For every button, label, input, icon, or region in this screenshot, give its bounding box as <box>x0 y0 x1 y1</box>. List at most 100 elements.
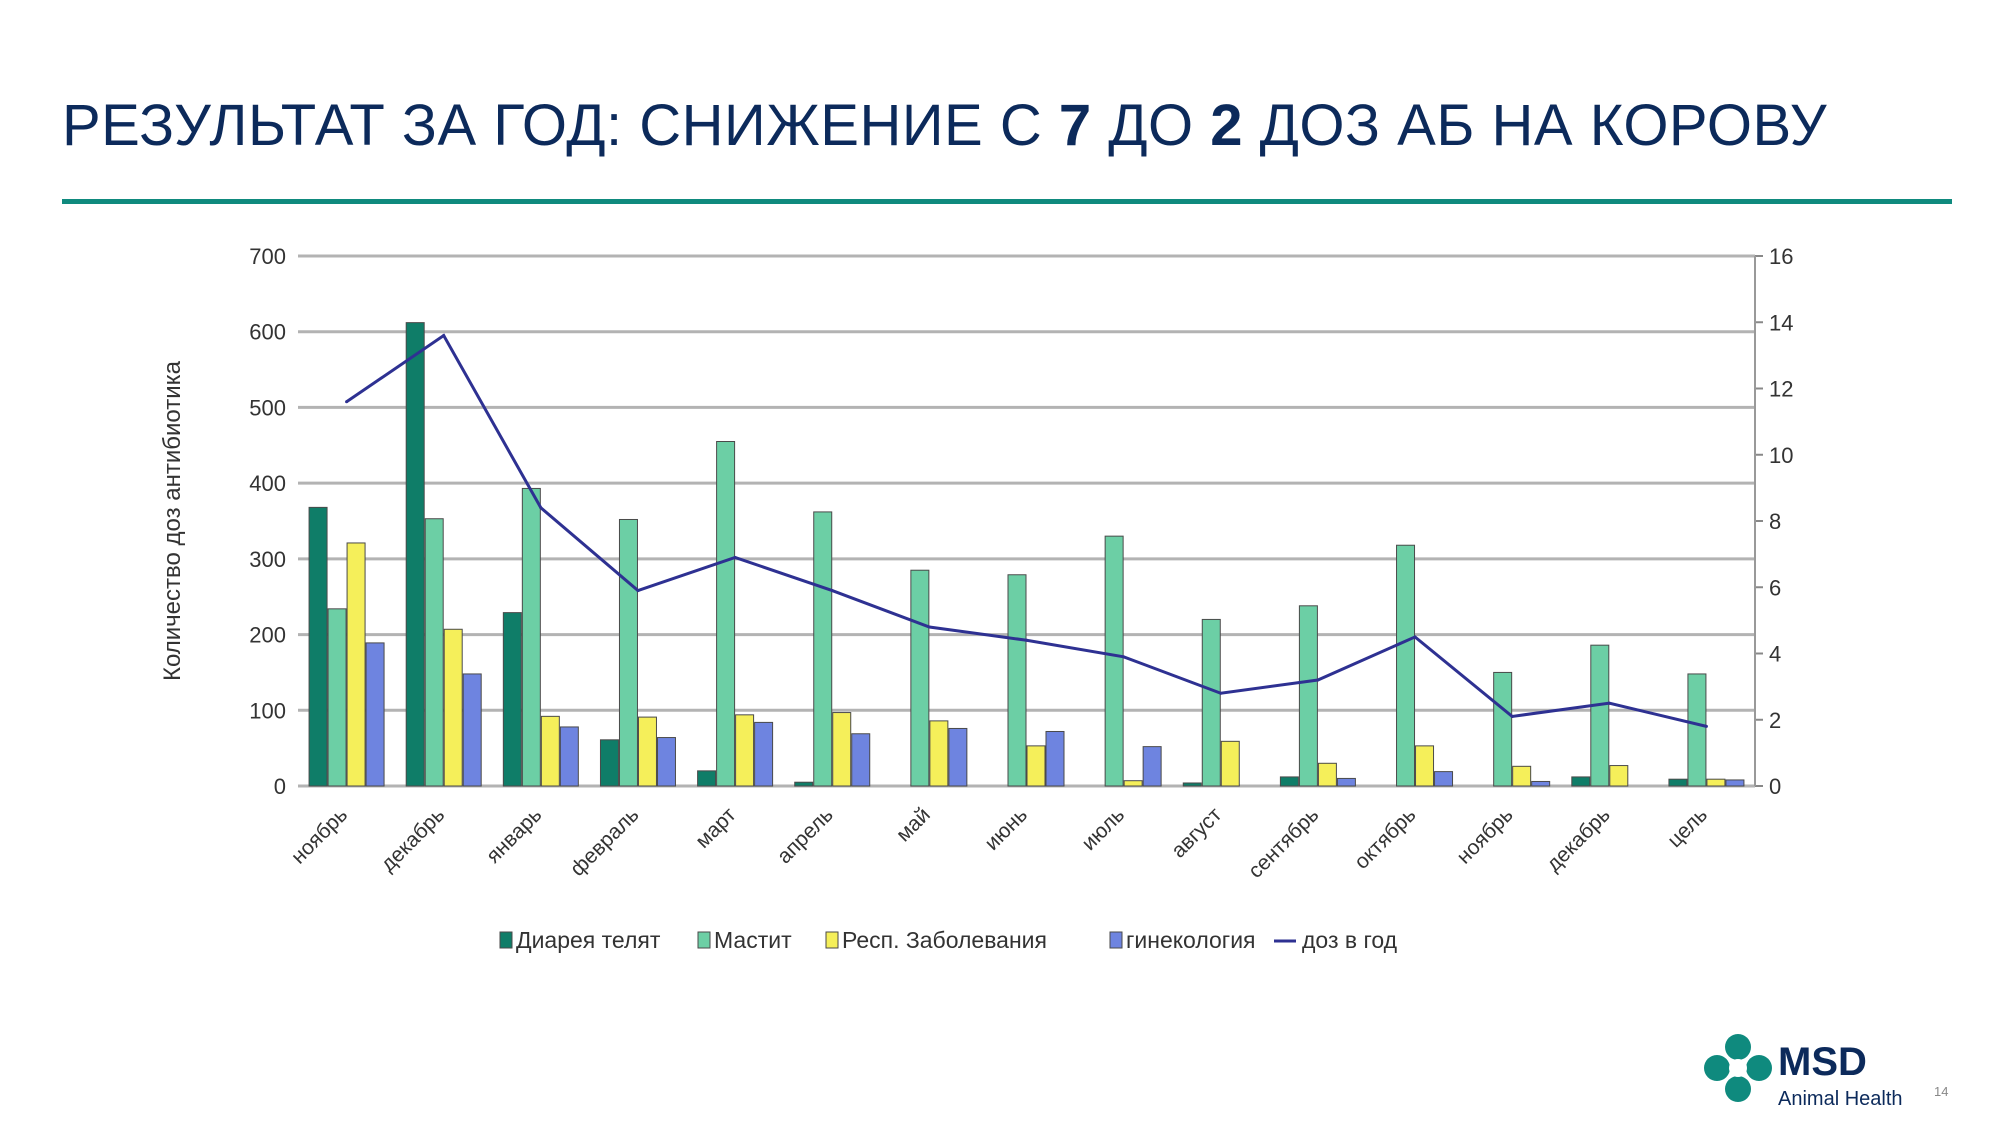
bar-2-6 <box>929 720 949 787</box>
bar-1-3 <box>618 518 638 787</box>
x-tick-label: апрель <box>773 803 838 868</box>
bar-3-10 <box>1336 777 1356 787</box>
line-series <box>345 333 1708 728</box>
bar-2-9 <box>1220 740 1240 787</box>
y2-tick-label: 2 <box>1769 708 1781 733</box>
title-divider <box>62 199 1952 204</box>
line-point-6 <box>927 625 931 629</box>
line-point-12 <box>1510 714 1514 718</box>
bar-0-13 <box>1571 776 1591 787</box>
bar-3-14 <box>1725 779 1745 787</box>
bar-1-5 <box>813 511 833 787</box>
bar-2-5 <box>832 712 852 787</box>
line-point-2 <box>539 506 543 510</box>
bar-1-0 <box>327 608 347 787</box>
msd-logo-icon <box>1704 1034 1772 1102</box>
line-point-14 <box>1704 724 1708 728</box>
bar-2-12 <box>1512 765 1532 787</box>
line-point-11 <box>1413 635 1417 639</box>
y2-tick-label: 12 <box>1769 377 1793 402</box>
bar-0-9 <box>1182 782 1202 787</box>
legend-label-4: доз в год <box>1302 927 1398 953</box>
legend-swatch-1 <box>697 931 711 949</box>
bar-2-1 <box>443 628 463 787</box>
bar-1-11 <box>1396 544 1416 787</box>
bar-2-13 <box>1609 765 1629 787</box>
line-point-0 <box>345 400 349 404</box>
bar-2-8 <box>1123 780 1143 787</box>
legend-label-0: Диарея телят <box>516 927 661 953</box>
y-tick-label: 700 <box>249 244 286 269</box>
x-tick-label: февраль <box>566 803 644 881</box>
bar-1-10 <box>1298 605 1318 787</box>
x-tick-label: октябрь <box>1350 803 1421 874</box>
bar-3-7 <box>1045 730 1065 787</box>
bar-1-1 <box>424 518 444 787</box>
bar-1-13 <box>1590 644 1610 787</box>
line-point-9 <box>1219 691 1223 695</box>
logo-wordmark: MSD <box>1778 1040 1867 1084</box>
y2-tick-label: 8 <box>1769 509 1781 534</box>
legend-label-1: Мастит <box>714 927 792 953</box>
bars <box>308 322 1745 787</box>
legend-label-2: Респ. Заболевания <box>842 927 1047 953</box>
bar-1-12 <box>1493 671 1513 787</box>
bar-0-0 <box>308 506 328 787</box>
bar-0-10 <box>1279 776 1299 787</box>
bar-2-3 <box>637 716 657 787</box>
y2-tick-label: 14 <box>1769 310 1793 335</box>
x-tick-label: сентябрь <box>1244 803 1324 883</box>
x-tick-label: август <box>1167 803 1227 863</box>
y2-tick-label: 0 <box>1769 774 1781 799</box>
bar-2-11 <box>1415 745 1435 787</box>
x-tick-label: июль <box>1077 803 1129 855</box>
bar-2-7 <box>1026 745 1046 787</box>
bar-3-5 <box>851 733 871 787</box>
legend-swatch-0 <box>499 931 513 949</box>
y-tick-label: 0 <box>274 774 286 799</box>
bar-1-4 <box>716 441 736 787</box>
bar-3-1 <box>462 673 482 787</box>
bar-0-5 <box>794 781 814 787</box>
y-tick-label: 400 <box>249 471 286 496</box>
bar-1-7 <box>1007 574 1027 787</box>
bar-1-8 <box>1104 535 1124 787</box>
bar-3-0 <box>365 642 385 787</box>
bar-0-3 <box>599 739 619 787</box>
y2-tick-label: 6 <box>1769 575 1781 600</box>
y-tick-label: 300 <box>249 547 286 572</box>
line-point-13 <box>1607 701 1611 705</box>
bar-2-0 <box>346 542 366 787</box>
bar-0-4 <box>697 770 717 787</box>
bar-1-6 <box>910 569 930 787</box>
legend: Диарея телят Мастит Респ. Заболевания гинек… <box>499 927 1398 953</box>
y-tick-label: 600 <box>249 320 286 345</box>
line-point-4 <box>733 555 737 559</box>
page-number: 14 <box>1934 1084 1949 1099</box>
y-tick-label: 200 <box>249 623 286 648</box>
x-tick-label: ноябрь <box>287 803 352 868</box>
x-tick-label: январь <box>482 803 547 868</box>
bar-2-10 <box>1317 762 1337 787</box>
bar-3-11 <box>1434 771 1454 787</box>
bar-3-2 <box>559 726 579 787</box>
bar-3-6 <box>948 727 968 787</box>
bar-3-3 <box>656 737 676 787</box>
bar-1-9 <box>1201 618 1221 787</box>
y-tick-label: 100 <box>249 698 286 723</box>
y-axis-label: Количество доз антибиотика <box>159 360 186 681</box>
bar-3-8 <box>1142 746 1162 787</box>
bar-0-1 <box>405 322 425 787</box>
x-tick-label: декабрь <box>376 803 449 876</box>
legend-swatch-2 <box>825 931 839 949</box>
x-tick-label: декабрь <box>1542 803 1615 876</box>
bar-1-14 <box>1687 673 1707 787</box>
y2-tick-label: 10 <box>1769 443 1793 468</box>
line-point-10 <box>1316 678 1320 682</box>
x-tick-label: цель <box>1663 803 1712 852</box>
bar-2-4 <box>735 714 755 787</box>
x-tick-label: ноябрь <box>1452 803 1517 868</box>
line-point-3 <box>636 589 640 593</box>
bar-3-12 <box>1531 780 1551 787</box>
